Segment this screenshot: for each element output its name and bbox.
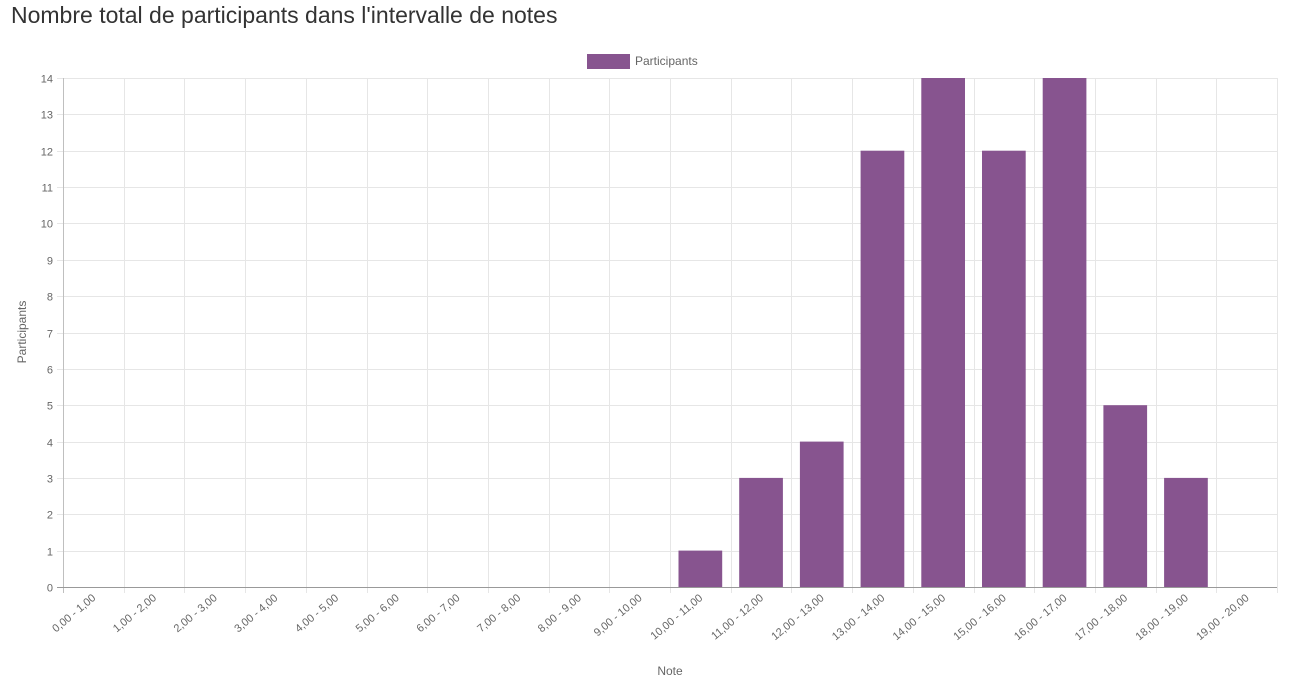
y-axis-title: Participants: [15, 301, 29, 364]
y-tick-label: 5: [47, 401, 53, 413]
y-tick-label: 12: [41, 147, 53, 159]
y-tick-label: 14: [41, 74, 53, 86]
x-tick-label: 10,00 - 11,00: [649, 592, 706, 642]
x-tick-label: 0,00 - 1,00: [50, 592, 98, 635]
x-tick-label: 15,00 - 16,00: [951, 592, 1008, 643]
y-tick-label: 1: [47, 547, 53, 559]
legend-swatch: [587, 54, 630, 69]
x-tick-label: 14,00 - 15,00: [891, 592, 948, 643]
axes: [57, 78, 1277, 593]
x-tick-label: 3,00 - 4,00: [232, 592, 280, 635]
x-tick-label: 13,00 - 14,00: [830, 592, 887, 643]
x-tick-label: 2,00 - 3,00: [172, 592, 220, 635]
legend[interactable]: Participants: [587, 54, 698, 69]
y-tick-label: 7: [47, 329, 53, 341]
x-tick-label: 11,00 - 12,00: [709, 592, 766, 642]
bar-12[interactable]: [739, 477, 783, 587]
bar-13[interactable]: [799, 441, 844, 587]
y-tick-label: 8: [47, 292, 53, 304]
x-tick-label: 6,00 - 7,00: [414, 592, 462, 635]
legend-label: Participants: [635, 54, 698, 68]
x-tick-label: 9,00 - 10,00: [592, 592, 645, 639]
y-tick-label: 9: [47, 256, 53, 268]
x-tick-label: 5,00 - 6,00: [354, 592, 402, 635]
grid-lines: [57, 78, 1278, 593]
bar-11[interactable]: [678, 550, 723, 587]
x-tick-label: 18,00 - 19,00: [1133, 592, 1190, 643]
y-tick-label: 6: [47, 365, 53, 377]
y-tick-label: 11: [42, 183, 53, 195]
bars: [678, 78, 1208, 587]
x-tick-label: 16,00 - 17,00: [1012, 592, 1069, 643]
y-tick-label: 13: [41, 110, 53, 122]
bar-14[interactable]: [860, 150, 905, 587]
x-tick-label: 19,00 - 20,00: [1194, 592, 1251, 643]
y-tick-label: 10: [41, 219, 53, 231]
x-tick-labels: 0,00 - 1,00 1,00 - 2,00 2,00 - 3,00 3,00 - …: [50, 592, 1251, 643]
bar-16[interactable]: [982, 150, 1026, 587]
bar-18[interactable]: [1103, 405, 1148, 587]
y-tick-label: 4: [47, 438, 53, 450]
x-tick-label: 12,00 - 13,00: [769, 592, 826, 643]
page-title: Nombre total de participants dans l'inte…: [11, 2, 558, 28]
x-tick-label: 8,00 - 9,00: [536, 592, 584, 635]
bar-15[interactable]: [921, 78, 965, 587]
x-tick-label: 7,00 - 8,00: [475, 592, 523, 635]
y-tick-label: 3: [47, 474, 53, 486]
bar-19[interactable]: [1164, 477, 1208, 587]
x-axis-title: Note: [657, 664, 683, 678]
x-tick-label: 1,00 - 2,00: [111, 592, 159, 635]
y-tick-label: 0: [47, 583, 53, 595]
bar-17[interactable]: [1042, 78, 1087, 587]
x-tick-label: 4,00 - 5,00: [293, 592, 341, 635]
y-tick-label: 2: [47, 510, 53, 522]
x-tick-label: 17,00 - 18,00: [1073, 592, 1130, 643]
